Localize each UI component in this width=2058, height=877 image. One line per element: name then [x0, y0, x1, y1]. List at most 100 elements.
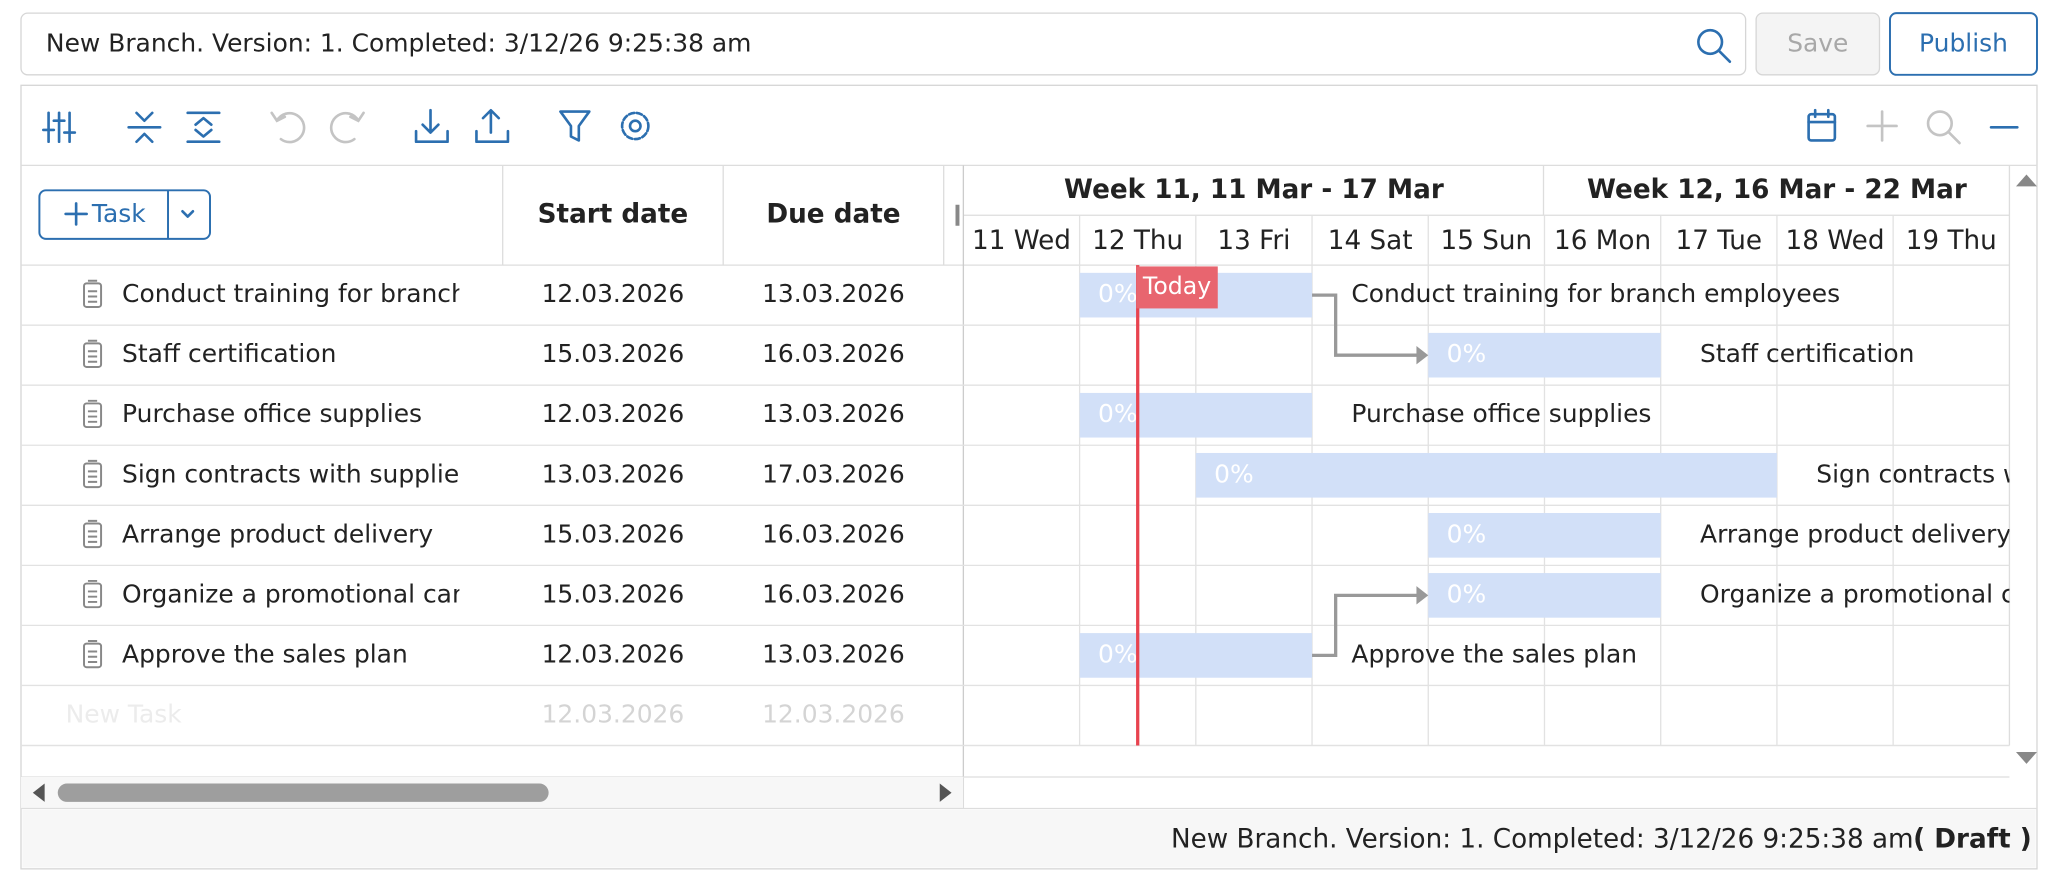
column-header: Start date: [538, 200, 689, 230]
expand-icon[interactable]: [186, 111, 221, 144]
task-name[interactable]: Approve the sales plan: [122, 639, 408, 668]
due-date: 16.03.2026: [762, 519, 905, 548]
task-icon: [83, 399, 103, 429]
dependency: [1312, 293, 1418, 357]
zoom-icon[interactable]: [1926, 110, 1961, 145]
icon-body: [83, 402, 103, 429]
arrowhead: [1416, 586, 1429, 605]
task-name[interactable]: Conduct training for branch employees: [122, 279, 611, 308]
task-name[interactable]: Staff certification: [122, 339, 336, 368]
plus-icon: [64, 202, 88, 226]
start-date: 12.03.2026: [542, 279, 685, 308]
new-due: 12.03.2026: [762, 699, 905, 728]
collapse-icon[interactable]: [127, 111, 162, 144]
task-bar[interactable]: [1428, 573, 1661, 618]
task-name[interactable]: Organize a promotional campaign: [122, 579, 546, 608]
bar-label: Approve the sales plan: [1351, 639, 1637, 668]
dropdown-icon[interactable]: [181, 209, 195, 218]
icon-body: [83, 582, 103, 609]
day-label: 13 Fri: [1217, 226, 1290, 256]
columns-icon[interactable]: [42, 111, 77, 144]
task-icon: [83, 459, 103, 489]
day-label: 11 Wed: [972, 226, 1071, 256]
bar-label: Arrange product delivery: [1700, 519, 2011, 548]
task-name[interactable]: Sign contracts with suppliers: [122, 459, 482, 488]
publish-button[interactable]: [1889, 12, 2038, 76]
task-bar[interactable]: [1079, 392, 1313, 438]
bar-progress: 0%: [1447, 519, 1487, 548]
redo-icon[interactable]: [329, 111, 365, 144]
task-bar[interactable]: [1195, 452, 1777, 498]
icon-lines: [87, 639, 98, 663]
icon-body: [83, 522, 103, 549]
footer: [22, 809, 2036, 868]
new-start: 12.03.2026: [542, 699, 685, 728]
undo-icon[interactable]: [270, 111, 306, 144]
today-label: Today: [1142, 272, 1211, 300]
name-column: Conduct training for branch employees Sta…: [122, 279, 611, 668]
bar-progress: 0%: [1447, 339, 1487, 368]
icon-lines: [87, 519, 98, 543]
day-label: 12 Thu: [1092, 226, 1183, 256]
new-task[interactable]: New Task: [66, 699, 183, 728]
scroll-thumb[interactable]: [57, 783, 549, 802]
due-date: 16.03.2026: [762, 339, 905, 368]
task-bar[interactable]: [1079, 633, 1313, 678]
bar-label: Conduct training for branch employees: [1351, 279, 1840, 308]
column-header: Due date: [766, 200, 900, 230]
icon-body: [83, 282, 103, 308]
icon-lines: [87, 399, 98, 423]
bar-progress: 0%: [1098, 399, 1138, 428]
icon-body: [83, 642, 103, 669]
import-icon[interactable]: [414, 108, 449, 144]
week-label: Week 11, 11 Mar - 17 Mar: [1064, 175, 1444, 205]
due-date: 17.03.2026: [762, 459, 905, 488]
task-icon: [83, 519, 103, 549]
arrowhead: [1416, 346, 1429, 365]
start-date: 12.03.2026: [542, 399, 685, 428]
bar-label: Staff certification: [1700, 339, 1914, 368]
day-label: 19 Thu: [1906, 226, 1997, 256]
bar-progress: 0%: [1098, 639, 1138, 668]
task-icon: [83, 339, 103, 368]
title-input[interactable]: [20, 12, 1747, 76]
start-date: 13.03.2026: [542, 459, 685, 488]
settings-icon[interactable]: [620, 111, 650, 141]
day-label: 18 Wed: [1786, 226, 1885, 256]
due-date: 16.03.2026: [762, 579, 905, 608]
resize-handle: [955, 204, 960, 226]
gantt: Week 11, 11 Mar - 17 Mar Week 12, 16 Mar …: [972, 175, 2058, 746]
start-date: 15.03.2026: [542, 519, 685, 548]
save-label: Save: [1787, 29, 1848, 58]
icon-lines: [87, 279, 98, 303]
save-button[interactable]: [1755, 12, 1881, 76]
footer-status: New Branch. Version: 1. Completed: 3/12/…: [1171, 824, 1914, 854]
task-icon: [83, 579, 103, 609]
footer-draft: ( Draft ): [1913, 824, 2032, 854]
task-name[interactable]: Arrange product delivery: [122, 519, 433, 548]
zoom-in-icon[interactable]: [1866, 110, 1898, 142]
rows: Conduct training for branch employees Sta…: [66, 279, 905, 728]
export-icon[interactable]: [475, 108, 510, 144]
bar-label: Sign contracts with suppliers: [1816, 459, 2058, 488]
calendar-icon[interactable]: [1807, 108, 1837, 142]
task-bar[interactable]: [1428, 332, 1661, 378]
task-name[interactable]: Purchase office supplies: [122, 399, 422, 428]
icon-lines: [87, 459, 98, 483]
task-bar[interactable]: [1428, 513, 1661, 558]
toolbar: [42, 108, 2019, 145]
filter-icon[interactable]: [559, 110, 591, 142]
icon-lines: [87, 579, 98, 603]
bar-label: Organize a promotional campaign: [1700, 579, 2058, 608]
task-icon: [83, 279, 103, 308]
bar-progress: 0%: [1214, 459, 1254, 488]
bar-progress: 0%: [1447, 579, 1487, 608]
icon-body: [83, 342, 103, 368]
dependency: [1312, 593, 1418, 658]
day-label: 17 Tue: [1676, 226, 1763, 256]
add-task-label: Task: [91, 199, 146, 228]
due-date: 13.03.2026: [762, 639, 905, 668]
search-icon[interactable]: [1697, 28, 1732, 63]
start-date: 15.03.2026: [542, 339, 685, 368]
